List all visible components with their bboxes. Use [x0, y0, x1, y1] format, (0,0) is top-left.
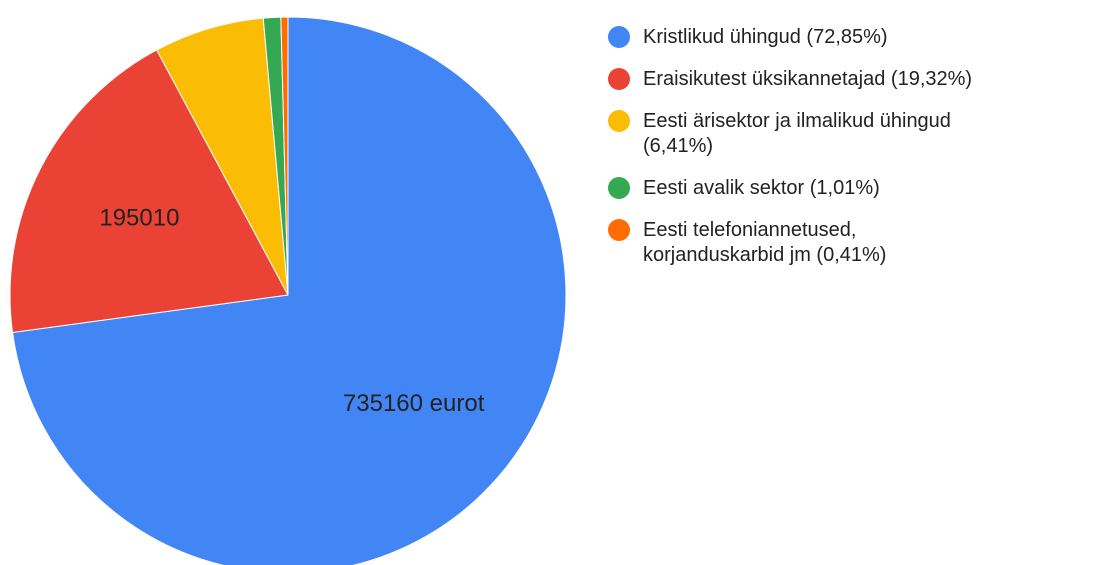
legend-swatch: [608, 110, 630, 132]
legend-swatch: [608, 68, 630, 90]
legend: Kristlikud ühingud (72,85%) Eraisikutest …: [608, 25, 1102, 285]
legend-item: Eesti avalik sektor (1,01%): [608, 176, 1102, 201]
legend-label: Eesti telefoniannetused, korjanduskarbid…: [643, 219, 887, 266]
legend-item: Eesti ärisektor ja ilmalikud ühingud (6,…: [608, 109, 1102, 159]
pie-slice: [11, 16, 567, 565]
legend-swatch: [608, 219, 630, 241]
pie-slice: [280, 16, 289, 296]
legend-item: Eesti telefoniannetused, korjanduskarbid…: [608, 218, 1102, 268]
legend-label: Kristlikud ühingud (72,85%): [643, 26, 888, 48]
pie-slice: [156, 17, 289, 296]
legend-item: Eraisikutest üksikannetajad (19,32%): [608, 67, 1102, 92]
legend-swatch: [608, 26, 630, 48]
pie-slice: [9, 49, 289, 334]
legend-item: Kristlikud ühingud (72,85%): [608, 25, 1102, 50]
legend-swatch: [608, 177, 630, 199]
legend-label: Eesti avalik sektor (1,01%): [643, 177, 880, 199]
legend-label: Eesti ärisektor ja ilmalikud ühingud (6,…: [643, 110, 951, 157]
legend-label: Eraisikutest üksikannetajad (19,32%): [643, 68, 973, 90]
slice-label: 735160 eurot: [343, 390, 485, 417]
slice-label: 195010: [99, 205, 179, 232]
